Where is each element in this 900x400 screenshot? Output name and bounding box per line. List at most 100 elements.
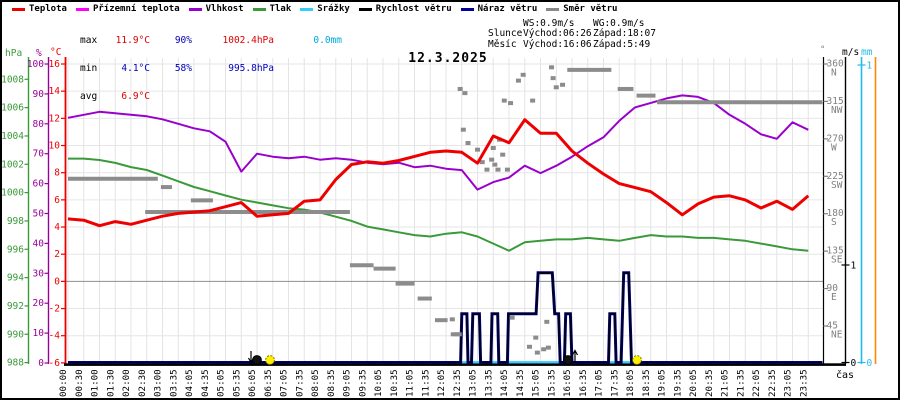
- legend-item-label: Rychlost větru: [375, 4, 452, 14]
- direction-compass-label: E: [831, 292, 837, 303]
- time-axis-label: 18:35: [641, 369, 652, 397]
- humidity-tick-label: 30: [33, 268, 45, 279]
- temp-tick-label: 10: [49, 141, 61, 152]
- time-axis-label: 17:35: [609, 369, 620, 397]
- chart-date-title: 12.3.2025: [408, 51, 488, 66]
- stats-min-pressure: 995.8hPa: [228, 63, 274, 75]
- time-axis-label: 05:35: [231, 369, 242, 397]
- x-axis-line: [64, 363, 846, 366]
- direction-compass-label: W: [831, 142, 837, 153]
- wind-direction-dot: [549, 65, 555, 70]
- wind-direction-dot: [533, 335, 539, 340]
- pressure-tick-label: 994: [7, 273, 24, 284]
- temp-tick-label: 2: [54, 249, 60, 260]
- direction-axis-unit: °: [820, 45, 825, 55]
- sun-label: Slunce: [488, 28, 523, 40]
- pressure-tick-label: 988: [7, 358, 24, 369]
- temp-tick-label: 0: [54, 276, 60, 287]
- legend-item-label: Tlak: [269, 4, 292, 14]
- legend-item-1: Přízemní teplota: [75, 4, 180, 14]
- time-axis-label: 10:05: [373, 369, 384, 397]
- time-axis-label: 02:00: [121, 369, 132, 397]
- pressure-tick-label: 990: [7, 329, 24, 340]
- legend-item-label: Náraz větru: [477, 4, 538, 14]
- stats-avg-row: avg 6.9°C: [80, 92, 342, 102]
- time-axis-label: 18:05: [625, 369, 636, 397]
- temp-axis-unit: °C: [50, 47, 61, 58]
- direction-compass-label: SW: [831, 180, 843, 191]
- time-axis-label: 17:05: [594, 369, 605, 397]
- time-axis-label: 06:35: [263, 369, 274, 397]
- temperature-line: [67, 118, 810, 228]
- stats-min-humidity: 58%: [174, 63, 192, 75]
- temp-tick-label: -2: [49, 304, 60, 315]
- wind-direction-dot: [509, 315, 515, 320]
- moonset-marker: [252, 355, 262, 365]
- direction-tick-label: 90: [827, 283, 839, 294]
- stats-min-label: min: [80, 63, 98, 75]
- wind-direction-dot: [550, 76, 556, 81]
- temp-tick-label: -4: [49, 331, 61, 342]
- time-axis-label: 20:35: [704, 369, 715, 397]
- wind-summary-row: WS:0.9m/s WG:0.9m/s: [488, 18, 663, 29]
- legend-item-label: Vlhkost: [205, 4, 244, 14]
- time-axis-label: 13:05: [468, 369, 479, 397]
- stats-max-humidity: 90%: [174, 34, 192, 46]
- wind-speed-max: WS:0.9m/s: [523, 18, 575, 29]
- time-axis-label: 12:05: [436, 369, 447, 397]
- pressure-tick-label: 1008: [1, 74, 24, 85]
- pressure-tick-label: 996: [7, 244, 24, 255]
- direction-compass-label: N: [831, 68, 837, 79]
- humidity-axis-unit: %: [36, 48, 42, 59]
- wind-direction-dot: [534, 350, 540, 355]
- wind-direction-dot: [454, 332, 460, 337]
- time-axis-label: 08:05: [310, 369, 321, 397]
- time-axis-label: 13:35: [483, 369, 494, 397]
- time-axis-label: 11:35: [420, 369, 431, 397]
- humidity-tick-label: 20: [33, 298, 45, 309]
- wind-direction-dot: [449, 317, 455, 322]
- wind-direction-dot: [544, 319, 550, 324]
- sun-row: Slunce Východ:06:26 Západ:18:07: [488, 28, 663, 40]
- legend-dash-icon: [188, 7, 202, 11]
- time-axis-label: 09:35: [357, 369, 368, 397]
- humidity-tick-label: 50: [33, 209, 45, 220]
- wind-direction-dot: [475, 147, 480, 152]
- time-axis-label: 00:00: [58, 369, 69, 397]
- direction-tick-label: 315: [827, 96, 844, 107]
- wind-direction-dot: [495, 167, 501, 172]
- stats-max-precip: 0.0mm: [313, 34, 342, 46]
- legend-item-label: Směr větru: [563, 4, 618, 14]
- humidity-tick-label: 0: [38, 358, 44, 369]
- wind-tick-label: 0: [851, 358, 857, 369]
- moon-row: Měsíc Východ:16:06 Západ:5:49: [488, 38, 663, 50]
- time-axis-label: 15:35: [546, 369, 557, 397]
- wind-direction-dot: [462, 91, 468, 96]
- time-axis-label: 19:35: [672, 369, 683, 397]
- time-axis-label: 21:35: [735, 369, 746, 397]
- time-axis-label: 04:05: [184, 369, 195, 397]
- stats-min-row: min 4.1°C 58% 995.8hPa: [80, 63, 342, 75]
- time-axis-label: 22:05: [751, 369, 762, 397]
- humidity-tick-label: 10: [33, 328, 45, 339]
- temp-tick-label: 6: [54, 195, 60, 206]
- temp-tick-label: -6: [49, 358, 61, 369]
- wind-direction-dot: [492, 162, 498, 167]
- time-axis-label: 20:05: [688, 369, 699, 397]
- pressure-tick-label: 1004: [1, 131, 24, 142]
- wind-direction-dot: [500, 152, 506, 157]
- legend-dash-icon: [460, 7, 474, 11]
- humidity-tick-label: 70: [33, 149, 45, 160]
- humidity-tick-label: 90: [33, 89, 45, 100]
- time-axis-label: 09:05: [342, 369, 353, 397]
- legend-dash-icon: [358, 7, 372, 11]
- humidity-line: [67, 94, 809, 191]
- wind-tick-label: 1: [851, 261, 857, 272]
- precip-axis-unit: mm: [861, 47, 873, 58]
- moon-label: Měsíc: [488, 38, 517, 50]
- legend-dash-icon: [252, 7, 266, 11]
- time-axis-label: 03:00: [153, 369, 164, 397]
- time-axis-label: 02:30: [137, 369, 148, 397]
- time-axis-label: 21:05: [720, 369, 731, 397]
